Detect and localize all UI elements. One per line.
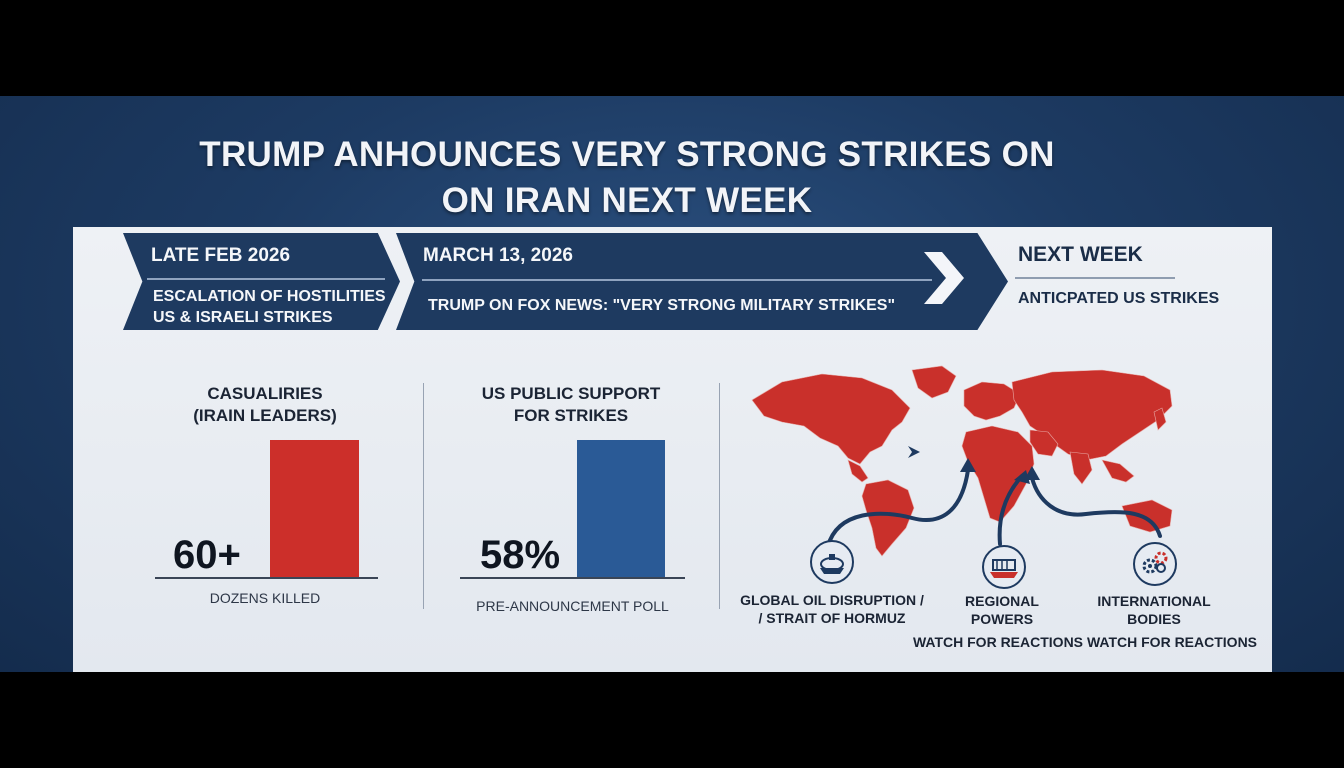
greenland: [911, 365, 957, 399]
timeline-step-late-feb: [123, 233, 400, 330]
column-divider: [719, 383, 720, 609]
timeline-divider: [422, 279, 932, 281]
casualties-bar: [270, 440, 359, 577]
gears-icon: [1133, 542, 1177, 586]
stat-caption: PRE-ANNOUNCEMENT POLL: [476, 598, 669, 614]
timeline-date: MARCH 13, 2026: [423, 245, 573, 266]
timeline-description: TRUMP ON FOX NEWS: "VERY STRONG MILITARY…: [428, 297, 896, 314]
map-label-international-reaction: WATCH FOR REACTIONS: [1086, 634, 1258, 650]
timeline-date: LATE FEB 2026: [151, 245, 291, 266]
stat-title: CASUALIRIES (IRAIN LEADERS): [150, 383, 380, 427]
map-label-line: INTERNATIONAL: [1097, 593, 1211, 609]
letterbox-top: [0, 0, 1344, 96]
column-divider: [423, 383, 424, 609]
north-america: [751, 373, 911, 465]
gears-icon: [1142, 551, 1168, 574]
india: [1069, 451, 1093, 485]
flow-line-international: [1030, 476, 1162, 538]
oil-tanker-icon: [820, 554, 844, 574]
chevron-right-icon: [924, 252, 964, 304]
stat-baseline: [155, 577, 378, 579]
central-america: [847, 459, 869, 483]
headline-line-2: ON IRAN NEXT WEEK: [441, 181, 813, 220]
stat-caption: DOZENS KILLED: [209, 590, 321, 606]
southeast-asia: [1101, 459, 1135, 483]
europe: [963, 381, 1021, 421]
map-label-line: REGIONAL: [965, 593, 1039, 609]
arrow-up-icon: [960, 458, 976, 472]
japan: [1153, 407, 1167, 431]
map-label-line: BODIES: [1127, 611, 1181, 627]
timeline-date: NEXT WEEK: [1018, 243, 1143, 266]
stat-value: 60+: [173, 533, 241, 577]
arrow-up-icon: [1024, 466, 1040, 480]
map-label-line: / STRAIT OF HORMUZ: [758, 610, 906, 626]
timeline-divider: [1015, 277, 1175, 279]
arrow-up-icon: [1014, 470, 1030, 484]
map-label-line: GLOBAL OIL DISRUPTION /: [740, 592, 924, 608]
ship-icon: [982, 545, 1026, 589]
oil-tanker-icon: [810, 540, 854, 584]
stat-title-line: CASUALIRIES: [207, 384, 323, 403]
flow-line-regional: [997, 474, 1024, 546]
stat-value: 58%: [480, 533, 561, 577]
ship-icon: [990, 559, 1018, 578]
timeline-step-march-13: [396, 233, 1008, 330]
stat-title: US PUBLIC SUPPORT FOR STRIKES: [456, 383, 686, 427]
public-support-bar: [577, 440, 665, 577]
map-label-line: POWERS: [970, 611, 1034, 627]
map-label-regional-reaction: WATCH FOR REACTIONS: [912, 634, 1084, 650]
stat-title-line: US PUBLIC SUPPORT: [481, 384, 661, 403]
timeline-description: ESCALATION OF HOSTILITIES: [153, 288, 386, 305]
headline-line-1: TRUMP ANHOUNCES VERY STRONG STRIKES ON: [199, 135, 1055, 174]
letterbox-bottom: [0, 672, 1344, 768]
timeline-description: ANTICPATED US STRIKES: [1018, 290, 1220, 307]
middle-east: [1029, 429, 1059, 457]
stat-baseline: [460, 577, 685, 579]
south-america: [861, 479, 915, 557]
stat-title-line: (IRAIN LEADERS): [193, 406, 337, 425]
map-label-regional: REGIONAL POWERS: [942, 592, 1062, 628]
arrow-right-icon: [908, 446, 920, 458]
map-label-international: INTERNATIONAL BODIES: [1080, 592, 1228, 628]
timeline-description: US & ISRAELI STRIKES: [153, 309, 333, 326]
stat-title-line: FOR STRIKES: [513, 406, 629, 425]
world-map: [751, 365, 1173, 557]
map-label-oil: GLOBAL OIL DISRUPTION / / STRAIT OF HORM…: [728, 591, 936, 627]
headline: TRUMP ANHOUNCES VERY STRONG STRIKES ON O…: [0, 132, 1254, 224]
australia: [1121, 499, 1173, 533]
flow-line-oil: [826, 468, 970, 548]
timeline-divider: [147, 278, 385, 280]
